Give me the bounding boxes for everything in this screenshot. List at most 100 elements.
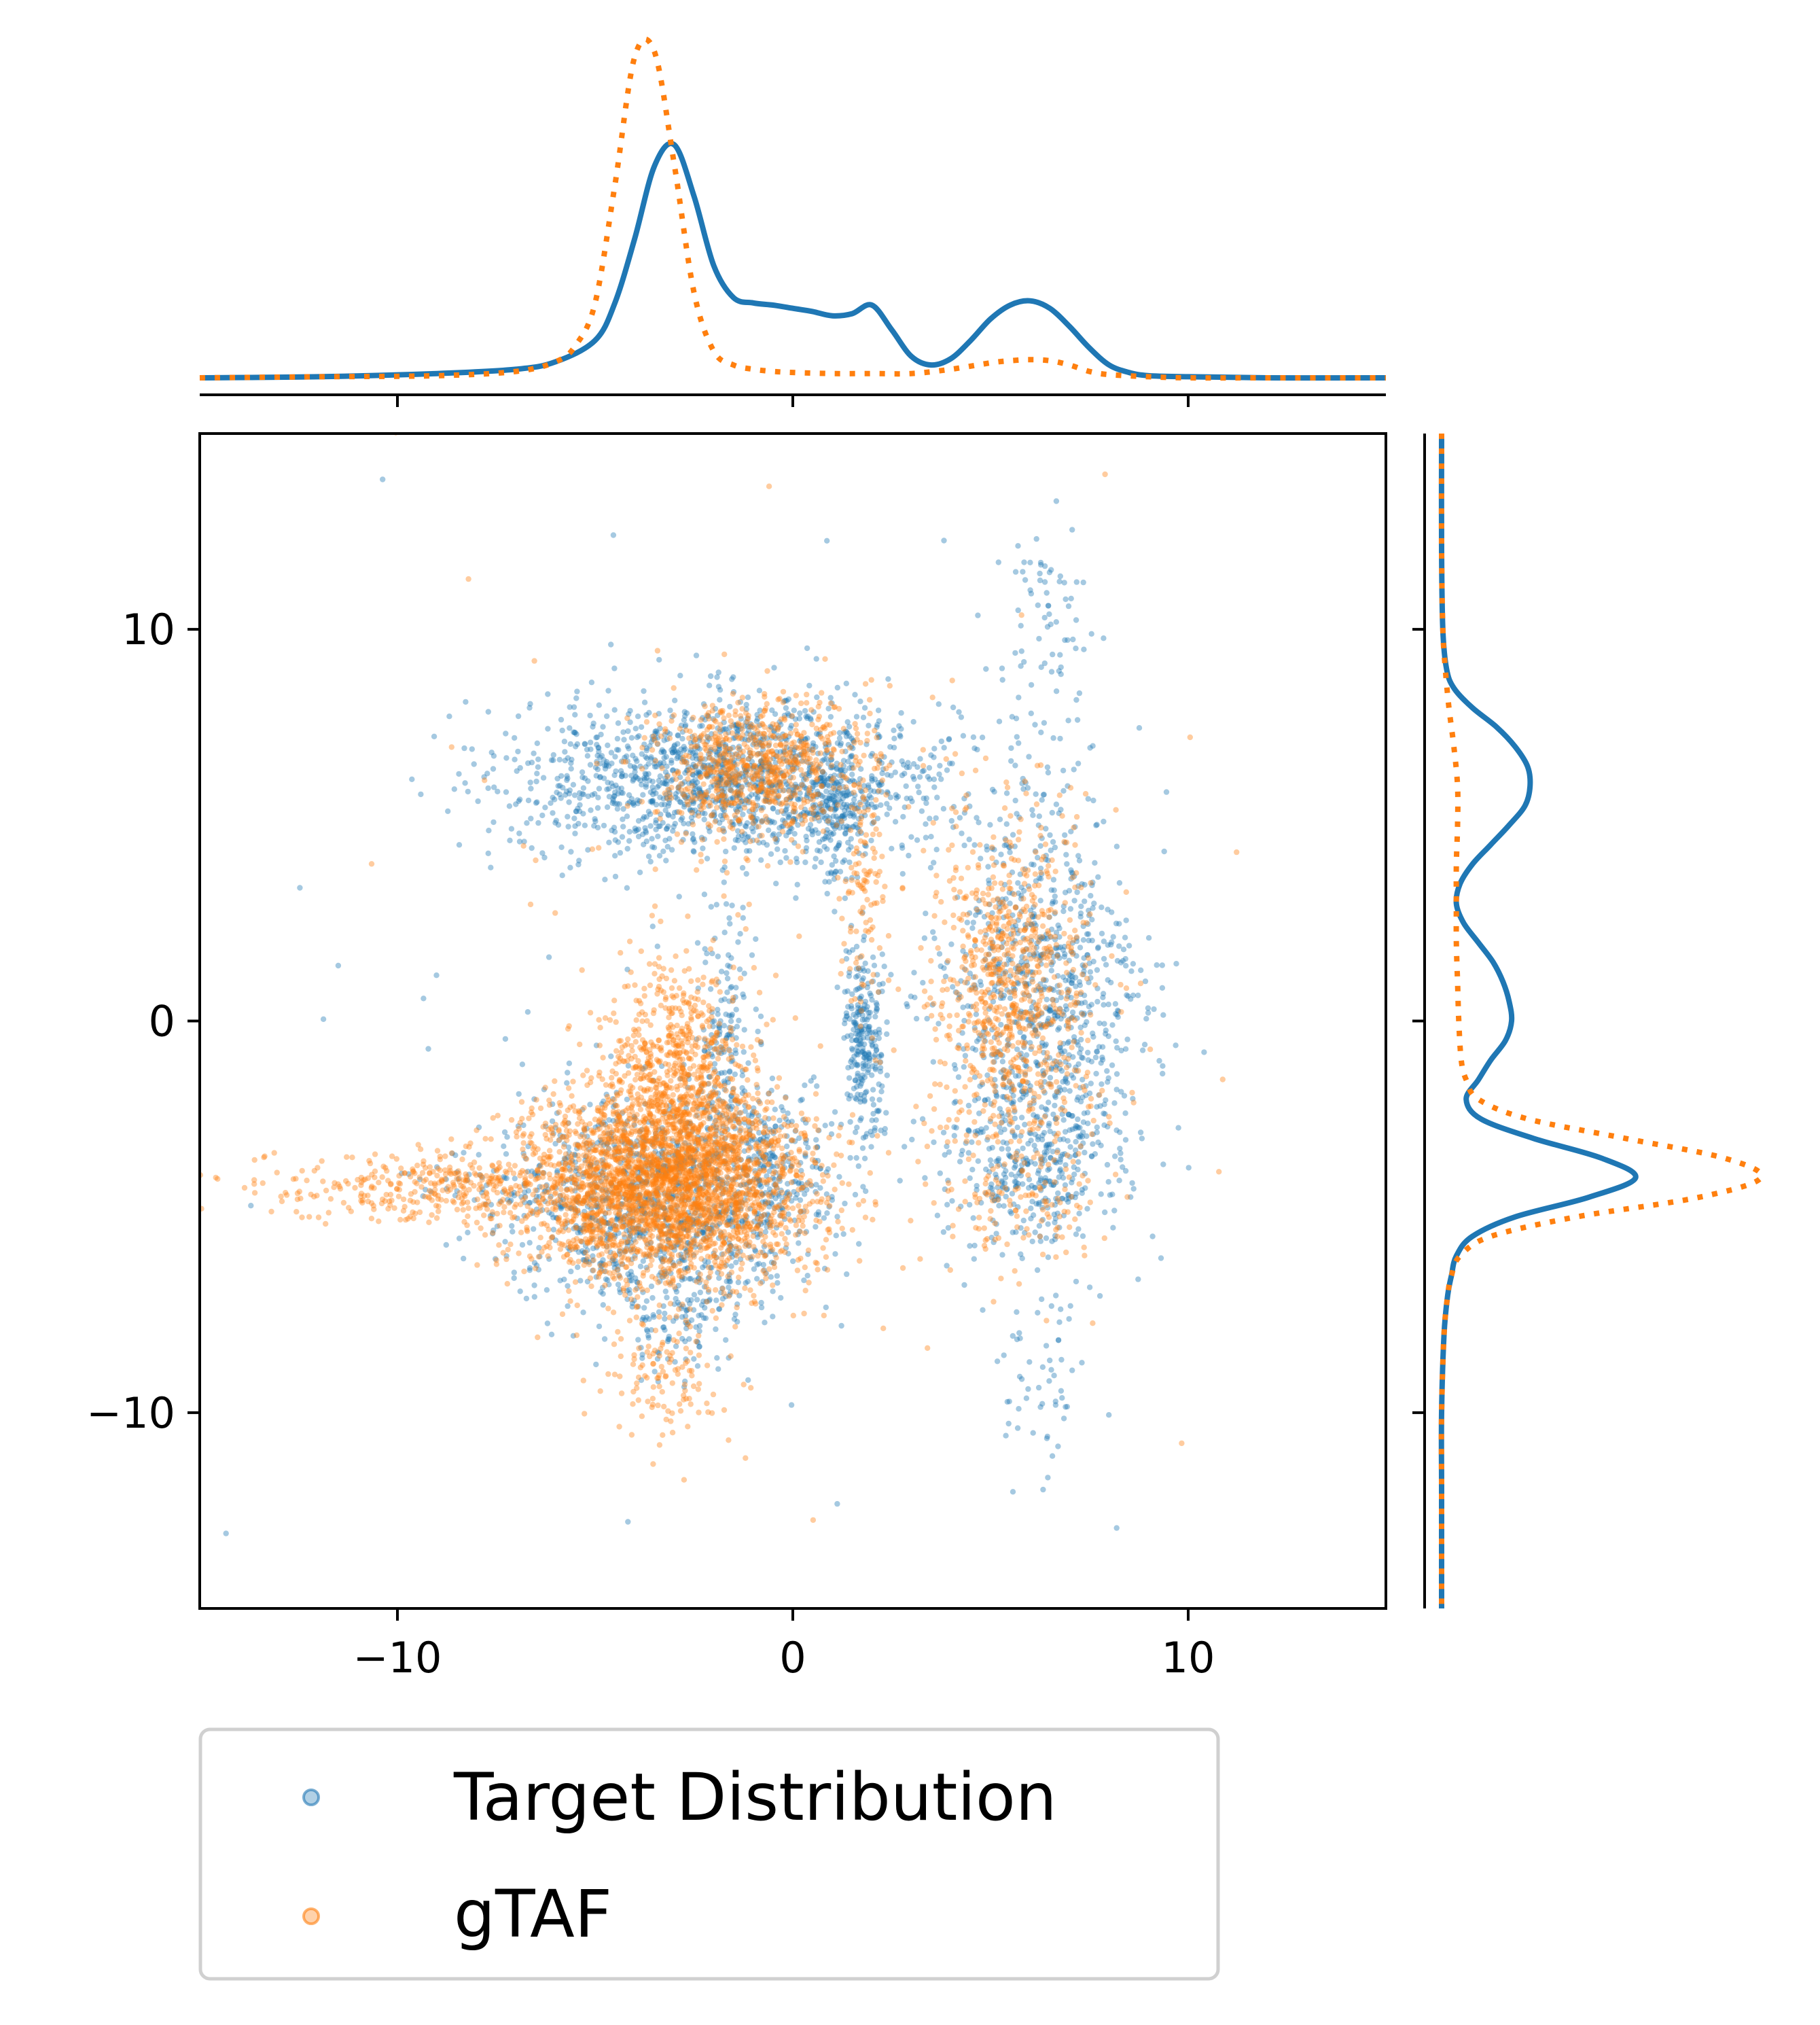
scatter-point [506,803,513,809]
scatter-point [534,799,540,805]
scatter-point [765,767,772,773]
scatter-point [884,811,890,817]
scatter-point [893,795,899,801]
scatter-point [764,735,770,741]
scatter-point [828,757,834,763]
scatter-point [704,771,711,777]
scatter-point [1012,762,1018,769]
scatter-point [964,919,971,926]
scatter-point [704,856,711,862]
scatter-point [887,805,893,811]
scatter-point [673,791,679,797]
scatter-point [1045,1254,1052,1261]
scatter-point [931,860,937,866]
scatter-point [941,538,947,544]
scatter-point [1130,1186,1137,1192]
scatter-point [705,751,712,758]
scatter-point [552,820,558,826]
scatter-point [1069,1180,1075,1186]
scatter-point [1037,898,1043,904]
scatter-point [717,697,723,703]
scatter-point [884,1072,891,1078]
scatter-point [628,1269,634,1275]
scatter-point [1086,1004,1092,1010]
scatter-point [745,1278,751,1285]
scatter-point [736,782,742,788]
scatter-point [700,793,707,799]
scatter-point [839,812,846,819]
scatter-point [1023,1395,1030,1401]
scatter-point [868,788,874,794]
scatter-point [568,1268,574,1275]
scatter-point [832,806,838,813]
scatter-point [620,729,626,735]
scatter-point [930,1059,937,1065]
scatter-point [809,831,816,838]
scatter-point [976,820,982,826]
scatter-point [847,1119,853,1125]
scatter-point [611,793,618,799]
scatter-point [846,724,853,730]
scatter-point [508,826,515,832]
scatter-point [876,1030,882,1036]
scatter-point [729,779,735,786]
scatter-point [320,1016,327,1023]
scatter-point [855,831,861,837]
scatter-point [1088,893,1094,899]
scatter-point [1087,745,1093,751]
scatter-point [862,960,868,966]
scatter-point [727,703,733,710]
scatter-point [1003,1432,1009,1439]
scatter-point [1018,1114,1025,1121]
scatter-point [565,824,571,830]
scatter-point [568,766,574,772]
scatter-point [1101,1102,1107,1108]
scatter-point [785,783,792,790]
scatter-point [620,824,626,830]
scatter-point [635,826,641,832]
scatter-point [838,1322,844,1329]
scatter-point [918,808,925,814]
scatter-point [835,816,841,822]
scatter-point [729,676,735,682]
scatter-point [692,764,698,770]
scatter-point [1074,717,1081,723]
scatter-point [1139,1047,1146,1053]
scatter-point [743,870,749,877]
scatter-point [787,774,794,781]
scatter-point [1143,1016,1149,1022]
scatter-point [1014,811,1020,817]
scatter-point [1055,1027,1061,1033]
scatter-point [745,1377,751,1384]
scatter-point [628,796,635,802]
scatter-point [734,767,740,773]
scatter-point [671,809,678,816]
scatter-point [1014,1309,1020,1316]
scatter-point [845,777,851,783]
scatter-point [590,720,596,726]
scatter-point [815,1209,822,1215]
scatter-point [572,729,578,736]
scatter-point [562,758,568,764]
scatter-point [690,750,696,756]
scatter-point [754,1261,760,1268]
scatter-point [1039,1296,1045,1303]
scatter-point [806,682,813,689]
scatter-point [577,1278,584,1284]
scatter-point [567,741,573,747]
scatter-point [823,798,829,804]
scatter-point [662,769,669,775]
scatter-point [690,831,696,837]
scatter-point [965,1003,971,1009]
scatter-point [515,748,521,755]
scatter-point [1104,1161,1111,1168]
scatter-point [718,998,724,1004]
scatter-point [868,992,874,999]
scatter-point [825,805,832,811]
scatter-point [1103,1031,1109,1037]
scatter-point [804,1273,810,1279]
marginal-x-line-gtaf [199,36,1386,381]
scatter-point [735,782,741,788]
scatter-point [735,1279,742,1286]
